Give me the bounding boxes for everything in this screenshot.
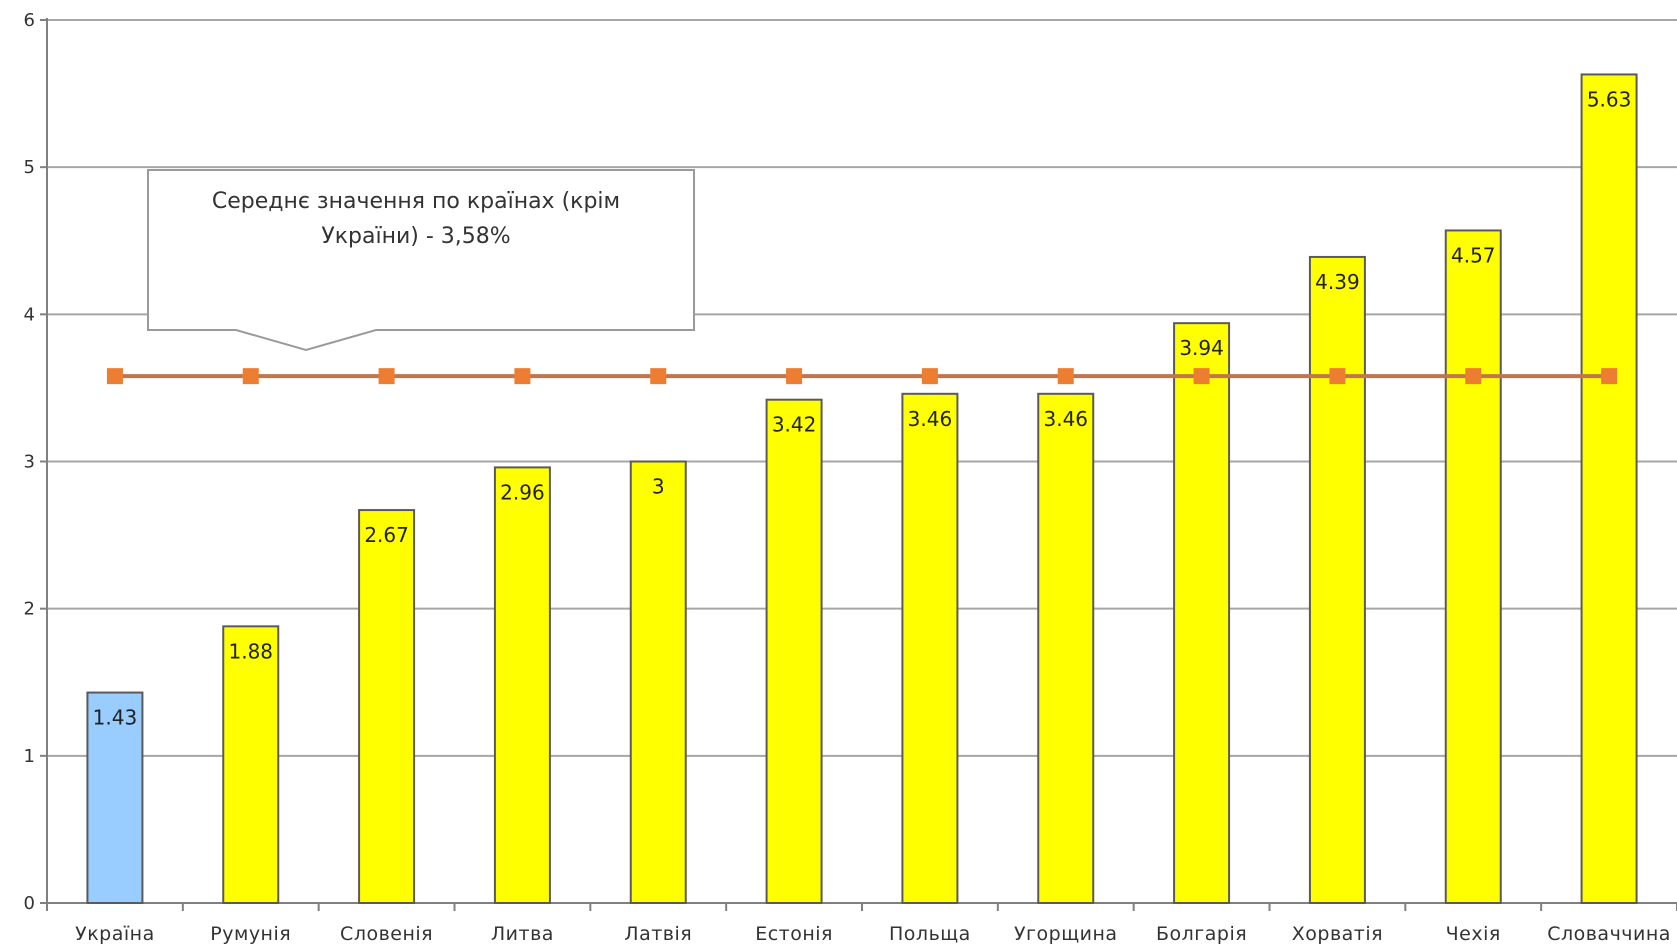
bar-data-label: 3.46 [1043, 407, 1088, 431]
bars [86, 73, 1638, 905]
x-category-label: Польща [889, 923, 971, 945]
bar-data-label: 3.42 [772, 413, 817, 437]
x-category-label: Литва [491, 923, 554, 945]
bar-data-label: 3.46 [908, 407, 953, 431]
average-marker [1193, 368, 1210, 385]
average-marker [1057, 368, 1074, 385]
bar-8 [1037, 392, 1095, 904]
bar-data-label: 4.57 [1451, 243, 1496, 267]
bar-data-label: 2.96 [500, 480, 545, 504]
y-tick-label: 0 [24, 893, 35, 914]
bar-5 [629, 460, 687, 904]
bar-10 [1308, 255, 1366, 904]
x-category-label: Румунія [210, 923, 291, 945]
data-labels: 1.43 1.88 2.67 2.96 3 3.42 3.46 3.46 3.94 4.39 4.5… [93, 87, 1632, 729]
y-tick-label: 3 [24, 452, 35, 473]
average-marker [242, 368, 259, 385]
bar-9 [1173, 322, 1231, 904]
gridlines [47, 19, 1677, 757]
bar-data-label: 5.63 [1587, 87, 1632, 111]
x-category-label: Словаччина [1547, 923, 1671, 945]
x-category-label: Угорщина [1014, 923, 1118, 945]
average-marker [650, 368, 667, 385]
axes: 0 1 2 3 4 5 6 Україна Румунія Словенія Литва Латвія… [24, 10, 1677, 945]
bar-data-label: 1.88 [228, 639, 273, 663]
bar-4 [493, 466, 551, 904]
x-category-label: Естонія [755, 923, 833, 945]
x-category-label: Хорватія [1292, 923, 1383, 945]
average-marker [514, 368, 531, 385]
bar-2 [222, 625, 280, 904]
average-marker [106, 368, 123, 385]
y-tick-label: 4 [24, 304, 35, 325]
bar-3 [358, 509, 416, 904]
y-tick-label: 5 [24, 157, 35, 178]
average-callout: Середнє значення по країнах (крім України… [147, 169, 695, 352]
x-category-label: Словенія [340, 923, 433, 945]
bar-data-label: 3.94 [1179, 336, 1224, 360]
bar-data-label: 1.43 [93, 706, 138, 730]
x-category-label: Україна [75, 923, 155, 945]
y-tick-label: 1 [24, 746, 35, 767]
bar-1 [86, 691, 144, 905]
average-marker [1465, 368, 1482, 385]
y-tick-label: 6 [24, 10, 35, 31]
bar-12 [1580, 73, 1638, 905]
callout-text-line: України) - 3,58% [321, 224, 510, 249]
bar-data-label: 4.39 [1315, 270, 1360, 294]
average-marker [786, 368, 803, 385]
x-category-label: Болгарія [1156, 923, 1247, 945]
bar-7 [901, 392, 959, 904]
callout-box [147, 169, 695, 352]
average-marker [921, 368, 938, 385]
average-line-series [106, 368, 1618, 385]
bar-11 [1444, 229, 1502, 905]
average-marker [1601, 368, 1618, 385]
average-marker [1329, 368, 1346, 385]
y-tick-label: 2 [24, 599, 35, 620]
bar-data-label: 3 [652, 475, 665, 499]
bar-6 [765, 398, 823, 904]
x-category-label: Чехія [1446, 923, 1501, 945]
average-marker [378, 368, 395, 385]
callout-text-line: Середнє значення по країнах (крім [212, 189, 620, 214]
bar-data-label: 2.67 [364, 523, 409, 547]
x-category-label: Латвія [624, 923, 692, 945]
